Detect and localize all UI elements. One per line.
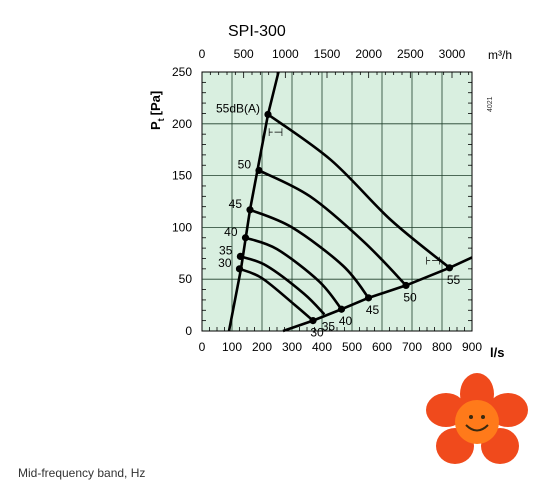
x-tick-label: 400 <box>312 340 332 354</box>
series-end-label: 35 <box>322 319 336 333</box>
y-tick-label: 50 <box>179 272 193 286</box>
y-tick-label: 250 <box>172 65 192 79</box>
series-label: 35 <box>219 243 233 257</box>
x-tick-label: 500 <box>342 340 362 354</box>
x2-tick-label: 500 <box>234 47 254 61</box>
data-point <box>264 110 272 119</box>
series-line-30 <box>239 267 314 322</box>
y-axis-label-sub: t <box>156 118 166 121</box>
data-point <box>236 252 244 261</box>
y-axis-label-unit: [Pa] <box>148 91 163 116</box>
data-point <box>445 264 454 272</box>
data-point <box>246 206 254 214</box>
x2-tick-label: 0 <box>199 47 206 61</box>
series-end-label: 55 <box>447 273 461 287</box>
chart-code-text: 4021 <box>487 96 494 112</box>
y-axis-label-main: P <box>148 121 163 130</box>
x-tick-label: 600 <box>372 340 392 354</box>
plot-area <box>201 71 473 332</box>
y-tick-label: 150 <box>172 169 192 183</box>
y-axis-label: Pt [Pa] <box>148 91 166 130</box>
series-end-label: 50 <box>403 290 417 304</box>
data-point <box>241 234 250 242</box>
x-tick-label: 300 <box>282 340 302 354</box>
series-line-50 <box>258 169 407 287</box>
x2-tick-label: 2500 <box>397 47 424 61</box>
y-tick-label: 200 <box>172 117 192 131</box>
data-point <box>255 166 263 175</box>
series-label: 30 <box>218 256 232 270</box>
caption: Mid-frequency band, Hz <box>18 466 146 480</box>
data-point <box>337 305 346 313</box>
series-label: 50 <box>238 157 252 171</box>
series-label: 45 <box>229 197 243 211</box>
annotation-label: ⊦⊣ <box>268 127 283 139</box>
series-label: 55dB(A) <box>216 101 260 115</box>
smiling-flower-icon <box>426 373 528 464</box>
chart-code: 4021 <box>487 96 494 112</box>
series-line-45 <box>249 208 370 299</box>
data-point <box>235 265 244 273</box>
data-point <box>402 281 410 290</box>
x-axis-label: l/s <box>490 345 504 360</box>
data-point <box>364 294 373 302</box>
x-tick-label: 900 <box>462 340 482 354</box>
data-point <box>309 317 317 325</box>
chart-title: SPI-300 <box>228 23 286 40</box>
x2-tick-label: 1500 <box>314 47 341 61</box>
x-tick-label: 700 <box>402 340 422 354</box>
series-line-40 <box>245 236 343 311</box>
x-tick-label: 800 <box>432 340 452 354</box>
x2-axis-label: m³/h <box>488 48 512 62</box>
annotation-label: ⊦⊣ <box>425 256 440 268</box>
series-end-label: 30 <box>310 326 324 340</box>
series-end-label: 40 <box>339 314 353 328</box>
series-line-55dB(A) <box>267 113 451 269</box>
x-tick-label: 200 <box>252 340 272 354</box>
series-label: 40 <box>224 225 238 239</box>
grid <box>202 72 472 331</box>
series-end-label: 45 <box>366 303 380 317</box>
series-line-35 <box>239 255 326 316</box>
x2-tick-label: 2000 <box>355 47 382 61</box>
data-markers <box>235 110 454 325</box>
y-tick-label: 100 <box>172 220 192 234</box>
y-tick-label: 0 <box>185 324 192 338</box>
svg-text:Pt[Pa]: Pt [Pa] <box>148 91 166 130</box>
x-tick-label: 100 <box>222 340 242 354</box>
x-tick-label: 0 <box>199 340 206 354</box>
x2-tick-label: 1000 <box>272 47 299 61</box>
x2-tick-label: 3000 <box>439 47 466 61</box>
